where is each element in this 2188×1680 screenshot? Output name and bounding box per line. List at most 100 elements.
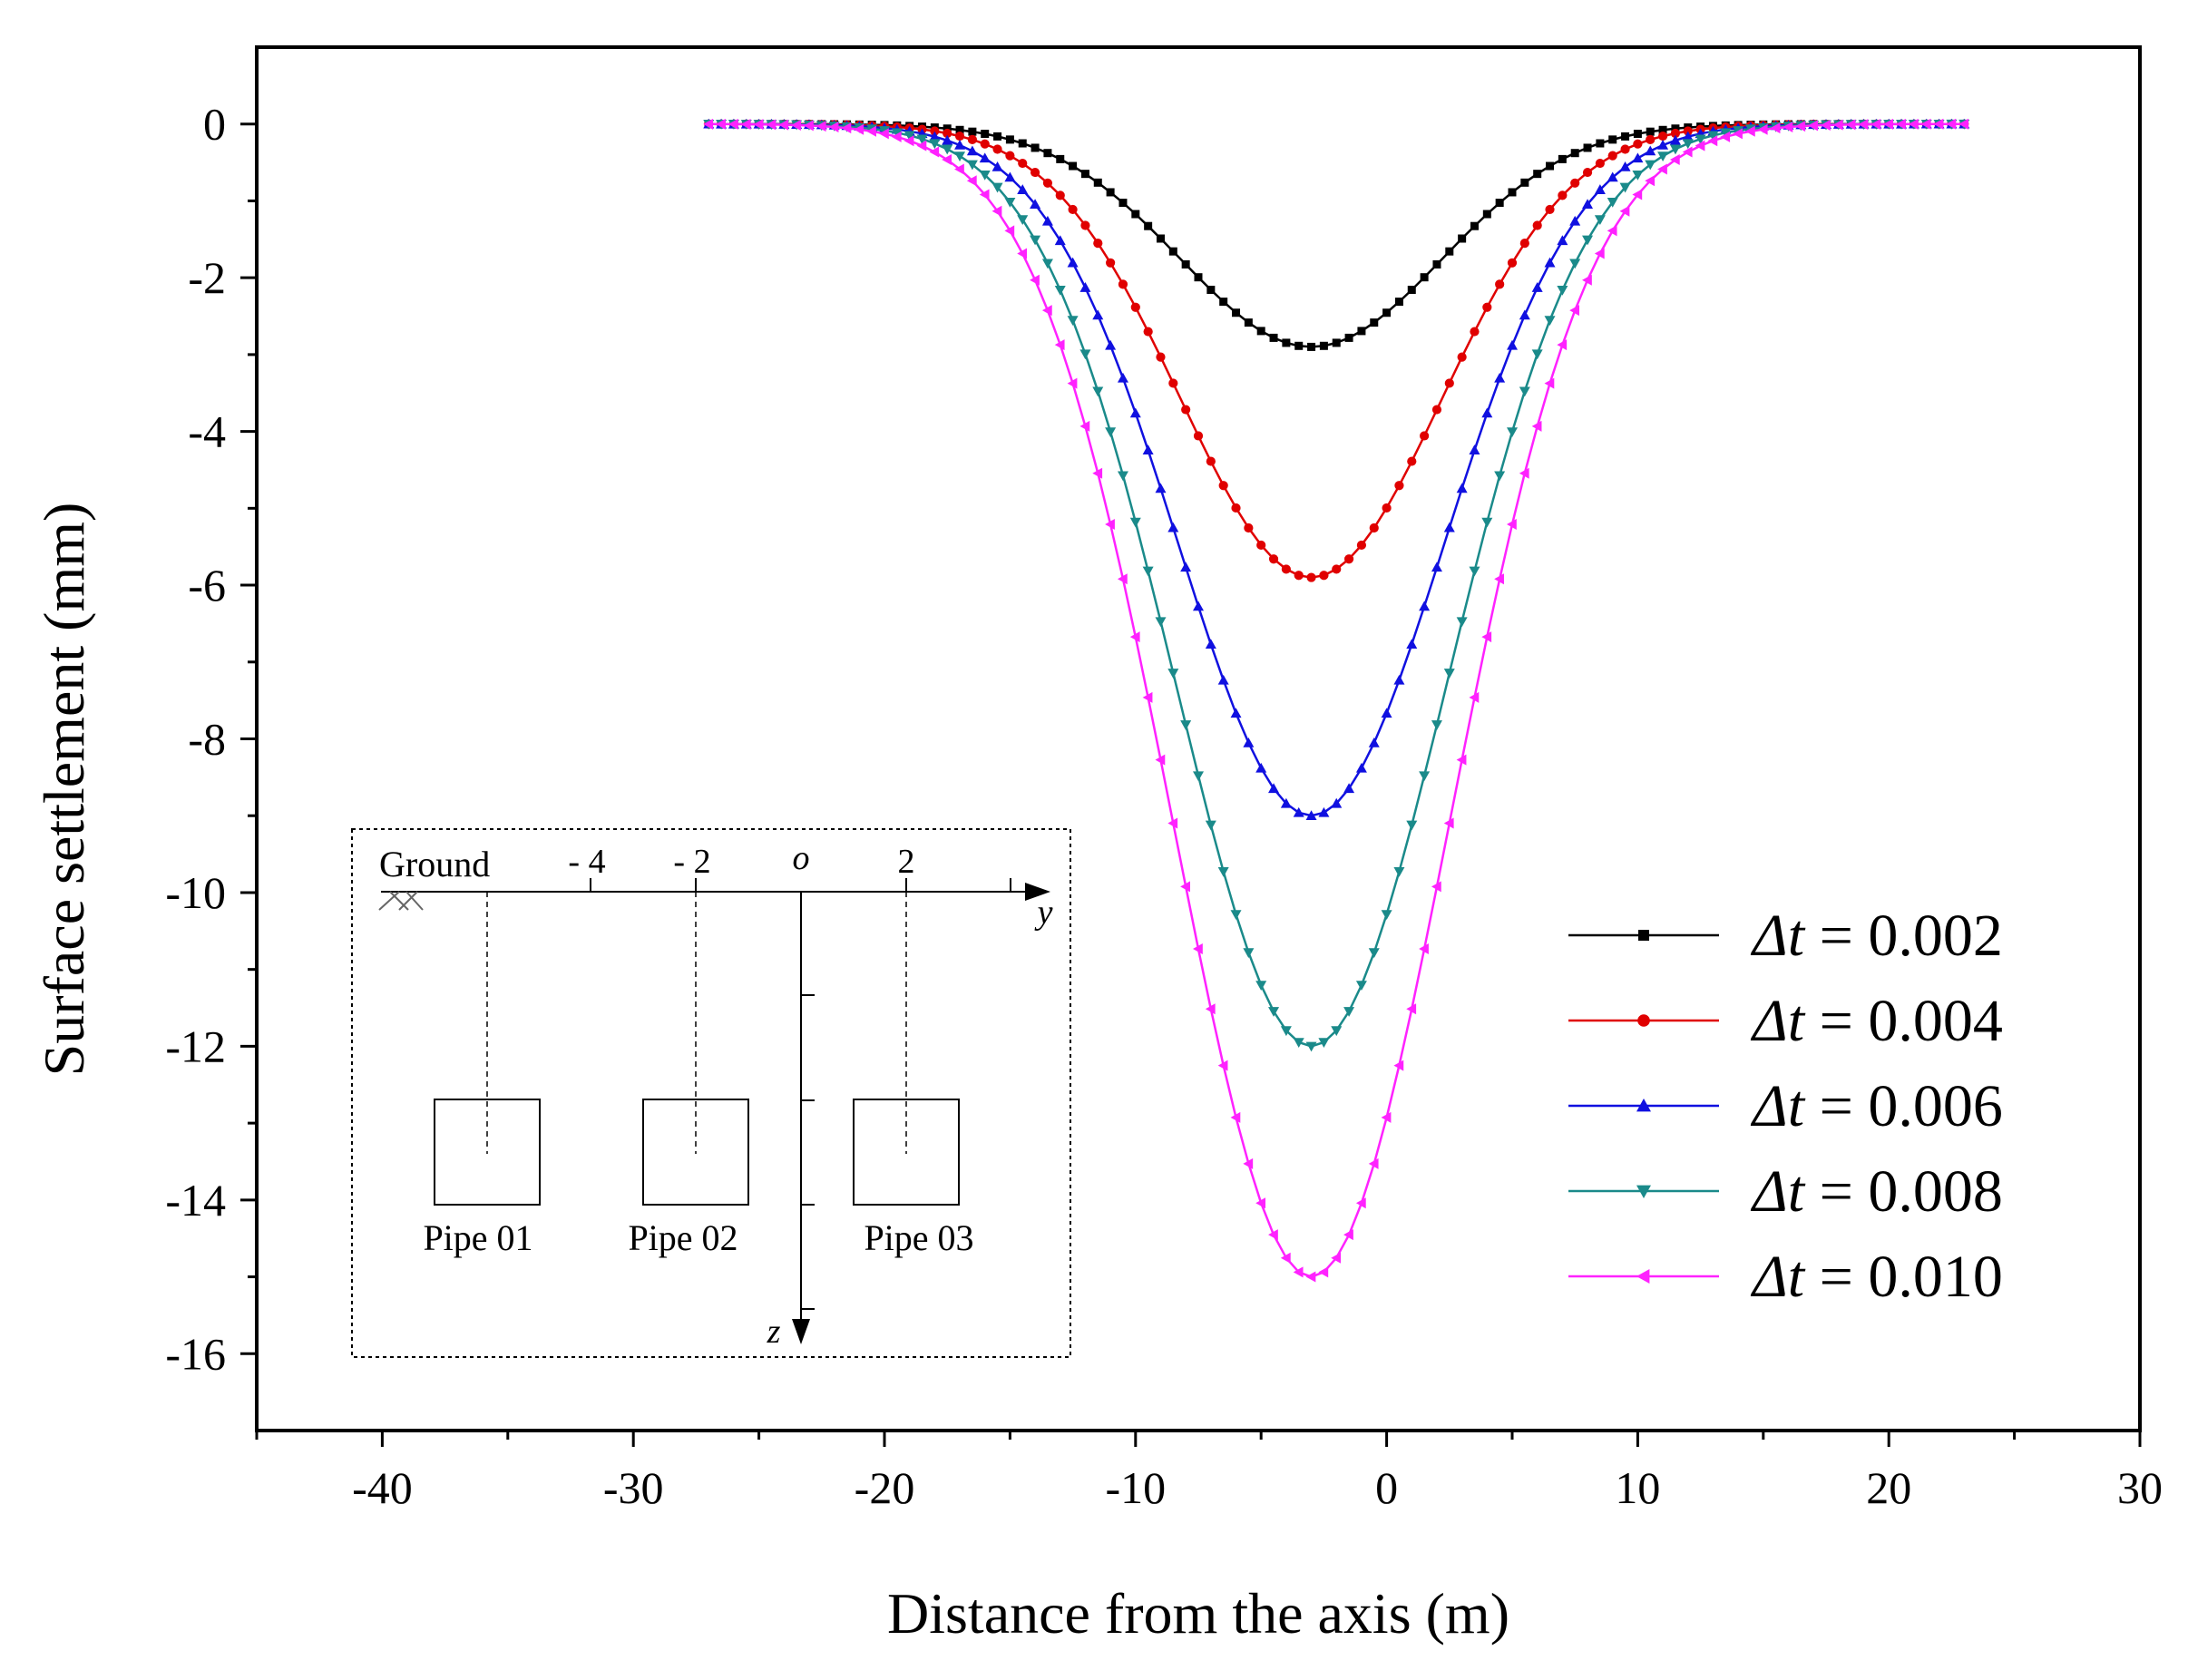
data-point	[1079, 349, 1091, 360]
data-point	[1632, 152, 1644, 163]
pipe-03-box	[853, 1099, 960, 1206]
data-point	[1280, 1252, 1291, 1264]
data-point	[1041, 305, 1052, 317]
data-point	[942, 154, 952, 166]
data-point	[1406, 1003, 1417, 1015]
data-point	[1256, 327, 1265, 336]
data-point	[1494, 372, 1506, 383]
legend-symbol: Δt	[1750, 1158, 1806, 1225]
data-point	[1757, 123, 1768, 135]
data-point	[1495, 279, 1505, 289]
legend-equals: =	[1804, 1244, 1868, 1310]
data-point	[1130, 302, 1140, 312]
data-point	[1368, 737, 1380, 747]
data-point	[1243, 948, 1255, 959]
legend-label: Δt = 0.004	[1750, 988, 2003, 1054]
data-point	[904, 135, 914, 147]
data-point	[1607, 197, 1618, 208]
data-point	[1532, 220, 1542, 230]
data-point	[1167, 817, 1178, 829]
data-point	[1645, 145, 1656, 156]
data-point	[1269, 333, 1278, 342]
data-point	[1419, 601, 1431, 611]
data-point	[1280, 1026, 1292, 1037]
data-point	[1106, 258, 1116, 268]
data-point	[1344, 333, 1353, 342]
data-point	[1368, 948, 1380, 959]
data-point	[1318, 1266, 1329, 1278]
data-point	[1633, 130, 1642, 139]
data-point	[1507, 427, 1518, 438]
data-point	[1031, 143, 1040, 152]
data-point	[1193, 431, 1204, 441]
series-5	[703, 118, 1969, 1283]
x-tick-label: 30	[2117, 1462, 2163, 1513]
data-point	[1268, 554, 1279, 564]
data-point	[1519, 386, 1530, 397]
legend-value: 0.004	[1868, 988, 2003, 1054]
data-point	[1156, 234, 1165, 243]
data-point	[1495, 199, 1504, 208]
x-tick-label: -40	[352, 1462, 413, 1513]
data-point	[1181, 259, 1190, 269]
data-point	[1533, 170, 1542, 179]
data-point	[1583, 143, 1592, 152]
data-point	[1607, 171, 1618, 182]
data-point	[930, 126, 940, 136]
data-point	[1569, 305, 1579, 317]
data-point	[1043, 149, 1052, 158]
data-point	[1243, 737, 1255, 747]
data-point	[1017, 248, 1028, 259]
data-point	[1294, 571, 1304, 581]
data-point	[1896, 118, 1906, 130]
data-point	[1456, 617, 1468, 628]
data-point	[1129, 407, 1141, 418]
data-point	[1105, 427, 1117, 438]
data-point	[1443, 669, 1455, 679]
data-point	[1069, 161, 1078, 171]
data-point	[1469, 566, 1480, 577]
data-point	[1531, 349, 1543, 360]
inset-z-arrow	[792, 1319, 810, 1344]
data-point	[904, 131, 915, 142]
data-point	[1431, 720, 1442, 730]
data-point	[1206, 285, 1216, 294]
data-point	[1293, 806, 1304, 817]
data-point	[1595, 158, 1605, 169]
ground-label: Ground	[379, 844, 490, 884]
data-point	[1657, 163, 1667, 175]
data-point	[1783, 121, 1793, 132]
data-point	[954, 151, 966, 162]
data-point	[1230, 910, 1242, 921]
x-tick-label: 10	[1615, 1462, 1660, 1513]
data-point	[1167, 522, 1179, 532]
data-point	[1005, 135, 1014, 144]
data-point	[942, 134, 953, 145]
data-point	[1670, 128, 1681, 139]
data-point	[1180, 881, 1190, 893]
data-point	[1494, 573, 1504, 585]
legend-label: Δt = 0.008	[1750, 1158, 2003, 1225]
data-point	[841, 122, 852, 134]
legend-symbol: Δt	[1750, 988, 1806, 1054]
data-point	[1217, 866, 1229, 877]
data-point	[1244, 318, 1253, 327]
data-point	[966, 175, 977, 187]
data-point	[1231, 503, 1241, 513]
data-point	[1531, 282, 1543, 292]
y-tick-label: -2	[188, 252, 226, 303]
data-point	[1217, 674, 1229, 685]
data-point	[1129, 631, 1140, 643]
data-point	[1469, 691, 1480, 703]
data-point	[966, 145, 978, 156]
legend-label: Δt = 0.006	[1750, 1073, 2003, 1139]
data-point	[1331, 1252, 1342, 1264]
data-point	[1181, 405, 1191, 415]
data-point	[1093, 178, 1102, 187]
data-point	[1481, 407, 1493, 418]
data-point	[1305, 810, 1317, 821]
data-point	[1594, 184, 1606, 194]
data-point	[1255, 1197, 1265, 1209]
